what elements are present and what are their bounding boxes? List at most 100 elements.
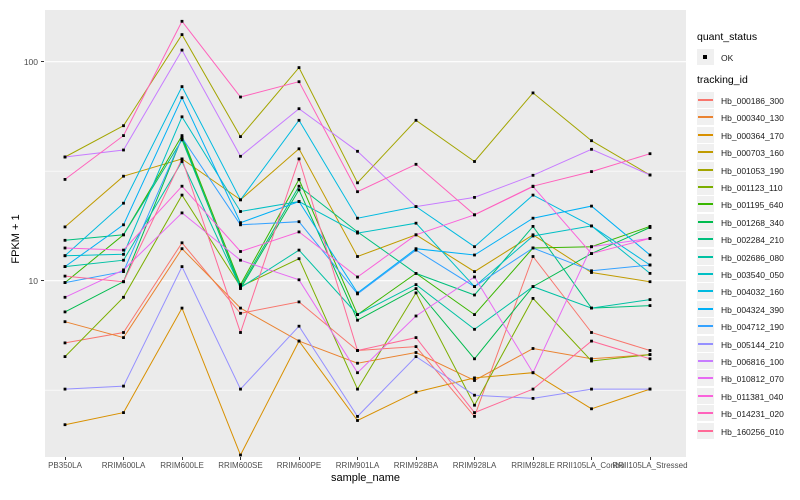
y-tick-mark: [41, 280, 44, 282]
data-point: [414, 291, 418, 295]
data-point: [414, 345, 418, 348]
data-point: [63, 178, 67, 181]
legend-key: [697, 300, 714, 317]
data-point: [648, 152, 652, 156]
data-point: [63, 265, 67, 268]
data-point: [648, 253, 652, 257]
data-point: [531, 225, 535, 228]
data-point: [180, 85, 184, 88]
data-point: [239, 286, 242, 289]
series-points-Hb_004032_160: [63, 85, 652, 267]
data-point: [648, 304, 652, 307]
data-point: [63, 387, 67, 391]
legend-color-line: [698, 238, 713, 241]
data-point: [473, 160, 476, 163]
data-point: [648, 280, 652, 284]
data-point: [473, 196, 476, 199]
data-point: [356, 415, 359, 418]
data-point: [239, 154, 242, 158]
series-line-Hb_003540_050: [64, 115, 651, 288]
data-point: [648, 263, 652, 267]
data-point: [239, 250, 242, 253]
y-axis-title: FPKM + 1: [10, 214, 22, 264]
data-point: [63, 254, 67, 258]
data-point: [297, 107, 301, 111]
data-point: [180, 265, 184, 268]
data-point: [122, 258, 125, 262]
data-point: [297, 278, 301, 282]
x-tick-label: RRIM600PE: [276, 461, 322, 470]
series-points-Hb_001123_110: [63, 193, 652, 407]
x-tick-mark: [181, 457, 183, 460]
data-point: [356, 371, 359, 375]
data-point: [414, 390, 418, 394]
data-point: [531, 184, 535, 188]
data-point: [297, 300, 301, 304]
data-point: [122, 248, 125, 252]
data-point: [63, 341, 67, 345]
data-point: [414, 355, 418, 358]
data-point: [414, 336, 418, 339]
data-point: [122, 295, 125, 299]
legend-label: Hb_003540_050: [721, 270, 784, 280]
y-tick-mark: [41, 61, 44, 63]
data-point: [180, 160, 184, 163]
data-point: [590, 170, 593, 173]
legend-key: [697, 405, 714, 422]
legend-key: [697, 422, 714, 439]
legend-color-line: [698, 290, 713, 293]
data-point: [590, 139, 593, 143]
legend-key: [697, 161, 714, 178]
data-point: [180, 157, 184, 161]
data-point: [239, 306, 242, 310]
series-line-Hb_004324_390: [64, 96, 651, 294]
data-point: [122, 270, 125, 273]
data-point: [180, 48, 184, 52]
data-point: [473, 379, 476, 382]
legend-color-line: [698, 273, 713, 275]
data-point: [297, 184, 301, 188]
x-tick-label: RRIM600LA: [101, 461, 146, 470]
series-line-Hb_002284_210: [64, 138, 651, 309]
data-point: [356, 255, 359, 258]
data-point: [414, 162, 418, 166]
legend-key: [697, 248, 714, 265]
data-point: [473, 313, 476, 316]
data-point: [180, 193, 184, 197]
series-line-Hb_000703_160: [64, 148, 651, 283]
legend-color-line: [698, 342, 713, 345]
data-point: [180, 247, 184, 251]
x-axis-title: sample_name: [330, 472, 401, 484]
x-tick-label: RRIM928BA: [393, 461, 439, 470]
x-tick-mark: [123, 457, 124, 460]
legend-color-line: [698, 360, 713, 362]
legend-label: Hb_000364_170: [721, 130, 784, 141]
legend-key: [697, 318, 714, 335]
data-point: [531, 216, 535, 220]
series-line-Hb_005144_210: [64, 265, 650, 418]
legend-label: Hb_006816_100: [721, 357, 784, 367]
data-point: [531, 234, 535, 238]
x-tick-mark: [64, 457, 66, 460]
data-point: [297, 188, 301, 192]
data-point: [590, 306, 593, 310]
data-point: [239, 223, 242, 227]
data-point: [122, 336, 125, 339]
data-point: [63, 281, 67, 284]
series-points-Hb_003540_050: [63, 115, 652, 288]
legend-label: Hb_000186_300: [721, 96, 784, 106]
data-point: [297, 147, 301, 151]
data-point: [648, 357, 652, 361]
data-point: [356, 149, 359, 153]
data-point: [473, 393, 476, 397]
legend-color-line: [698, 429, 713, 432]
data-point: [122, 223, 125, 227]
data-point: [414, 351, 418, 354]
x-tick-label: RRIM928LE: [511, 461, 555, 470]
legend-label: Hb_004712_190: [721, 322, 784, 333]
data-point: [180, 136, 184, 139]
x-tick-label: RRIM600SE: [218, 461, 263, 470]
legend-color-line: [698, 307, 713, 310]
data-point: [180, 211, 184, 215]
